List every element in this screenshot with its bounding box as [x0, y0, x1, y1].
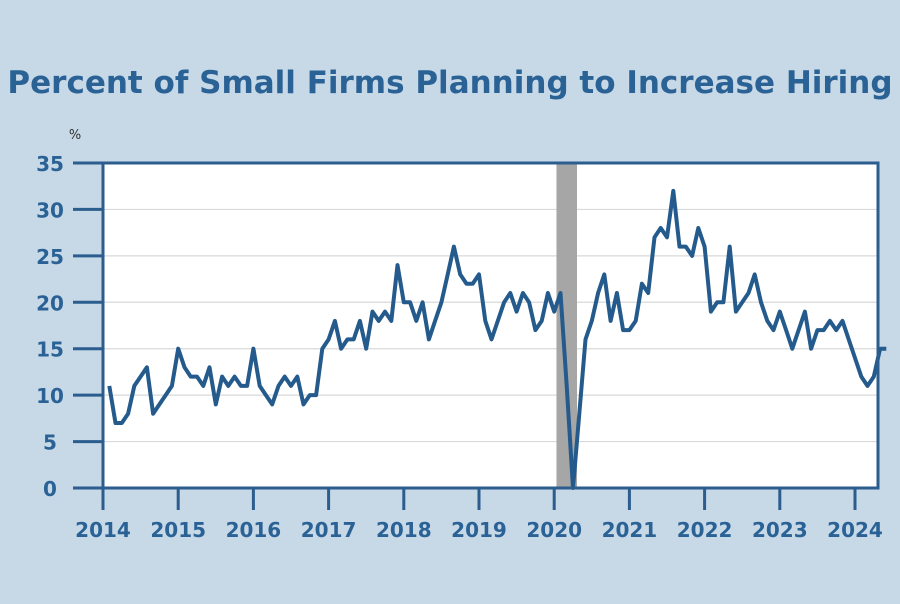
y-tick-label: 0 [43, 477, 57, 501]
y-tick-label: 35 [36, 152, 64, 176]
x-tick-label: 2018 [376, 518, 432, 542]
x-tick-label: 2016 [226, 518, 282, 542]
y-tick-label: 30 [36, 198, 64, 222]
chart-title: Percent of Small Firms Planning to Incre… [7, 65, 892, 101]
plot-frame [101, 161, 880, 490]
x-tick-label: 2022 [677, 518, 733, 542]
y-tick-label: 10 [36, 384, 64, 408]
recession-shading [556, 163, 577, 488]
x-tick-label: 2014 [75, 518, 131, 542]
x-tick-label: 2015 [150, 518, 206, 542]
plot-area [103, 163, 878, 488]
y-tick-label: 5 [43, 431, 57, 455]
series-line [107, 188, 887, 490]
y-axis-unit-label: % [69, 128, 81, 143]
x-tick-label: 2023 [752, 518, 808, 542]
x-tick-label: 2024 [827, 518, 883, 542]
x-tick-label: 2017 [301, 518, 357, 542]
y-tick-label: 15 [36, 338, 64, 362]
x-tick-label: 2020 [526, 518, 582, 542]
x-tick-label: 2021 [602, 518, 658, 542]
y-tick-label: 20 [36, 291, 64, 315]
y-tick-label: 25 [36, 245, 64, 269]
x-tick-label: 2019 [451, 518, 507, 542]
